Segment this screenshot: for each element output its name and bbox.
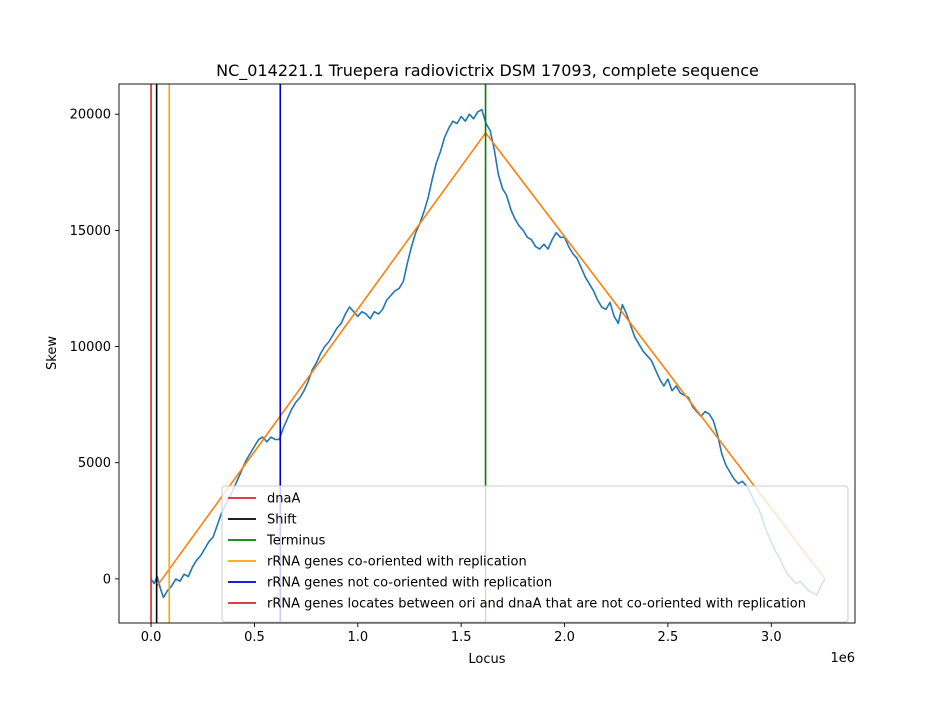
legend-entry-label: dnaA: [267, 492, 300, 507]
x-tick-label: 1.0: [347, 630, 368, 645]
axes: 0.0 0.5 1.0 1.5 2.0 2.5 3.0 0 5000 10000 15000 2000…: [70, 83, 856, 645]
x-axis-label: Locus: [468, 652, 505, 667]
legend-entry-label: rRNA genes co-oriented with replication: [267, 555, 527, 570]
legend-entry-label: Terminus: [266, 534, 326, 549]
chart-title: NC_014221.1 Truepera radiovictrix DSM 17…: [216, 61, 759, 81]
y-tick-label: 20000: [70, 108, 111, 123]
x-tick-label: 2.5: [658, 630, 679, 645]
x-tick-label: 1.5: [451, 630, 472, 645]
legend: dnaA Shift Terminus rRNA genes co-oriented …: [221, 485, 849, 623]
x-tick-label: 0.5: [244, 630, 265, 645]
y-tick-label: 10000: [70, 340, 111, 355]
x-tick-label: 2.0: [554, 630, 575, 645]
x-tick-label: 3.0: [761, 630, 782, 645]
legend-entry-label: Shift: [267, 513, 297, 528]
y-tick-label: 5000: [78, 456, 111, 471]
y-tick-label: 15000: [70, 224, 111, 239]
y-tick-label: 0: [103, 572, 111, 587]
x-tick-label: 0.0: [141, 630, 162, 645]
legend-entry-label: rRNA genes locates between ori and dnaA …: [267, 597, 806, 612]
y-axis-label: Skew: [45, 336, 60, 370]
x-axis-offset-label: 1e6: [830, 651, 855, 666]
axes-frame: [118, 83, 856, 624]
legend-box: [221, 485, 849, 623]
legend-entry-label: rRNA genes not co-oriented with replicat…: [267, 576, 552, 591]
